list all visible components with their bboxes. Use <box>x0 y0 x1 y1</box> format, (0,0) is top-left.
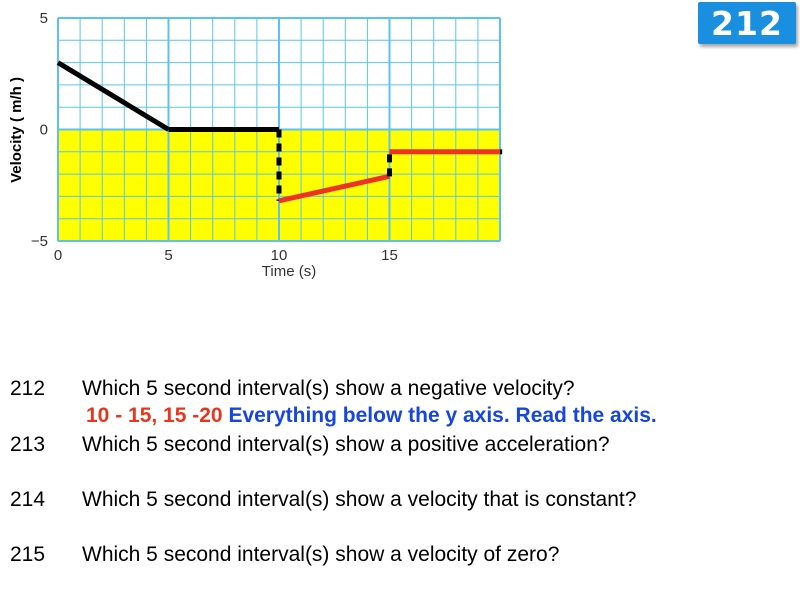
question-text: Which 5 second interval(s) show a veloci… <box>82 488 637 511</box>
data-series <box>56 60 503 204</box>
velocity-segment <box>278 173 391 204</box>
question-text: Which 5 second interval(s) show a negati… <box>82 377 575 400</box>
y-tick-label: −5 <box>31 233 48 250</box>
slide-number: 212 <box>711 3 783 43</box>
question-text: Which 5 second interval(s) show a veloci… <box>82 543 560 566</box>
question-text: Which 5 second interval(s) show a positi… <box>82 433 610 456</box>
y-tick-label: 0 <box>40 122 48 139</box>
x-tick-label: 15 <box>381 247 398 264</box>
x-tick-label: 5 <box>164 247 172 264</box>
velocity-time-chart: 0 5 10 15 5 0 −5 Time (s) Velocity ( m/h ) <box>8 10 503 280</box>
velocity-segment <box>56 60 170 132</box>
x-tick-label: 10 <box>271 247 288 264</box>
question-number: 213 <box>10 433 46 456</box>
question-number: 214 <box>10 488 46 511</box>
answer-line: 10 - 15, 15 -20 Everything below the y a… <box>86 404 657 428</box>
answer-intervals: 10 - 15, 15 -20 <box>86 404 223 427</box>
y-axis-label: Velocity ( m/h ) <box>8 77 25 183</box>
y-tick-label: 5 <box>40 10 48 27</box>
question-number: 212 <box>10 377 46 400</box>
question-number: 215 <box>10 543 46 566</box>
slide-number-badge: 212 <box>698 2 796 44</box>
answer-explanation: Everything below the y axis. Read the ax… <box>228 404 657 427</box>
x-axis-label: Time (s) <box>262 263 316 280</box>
x-tick-label: 0 <box>54 247 62 264</box>
tick-labels: 0 5 10 15 5 0 −5 <box>31 10 398 264</box>
